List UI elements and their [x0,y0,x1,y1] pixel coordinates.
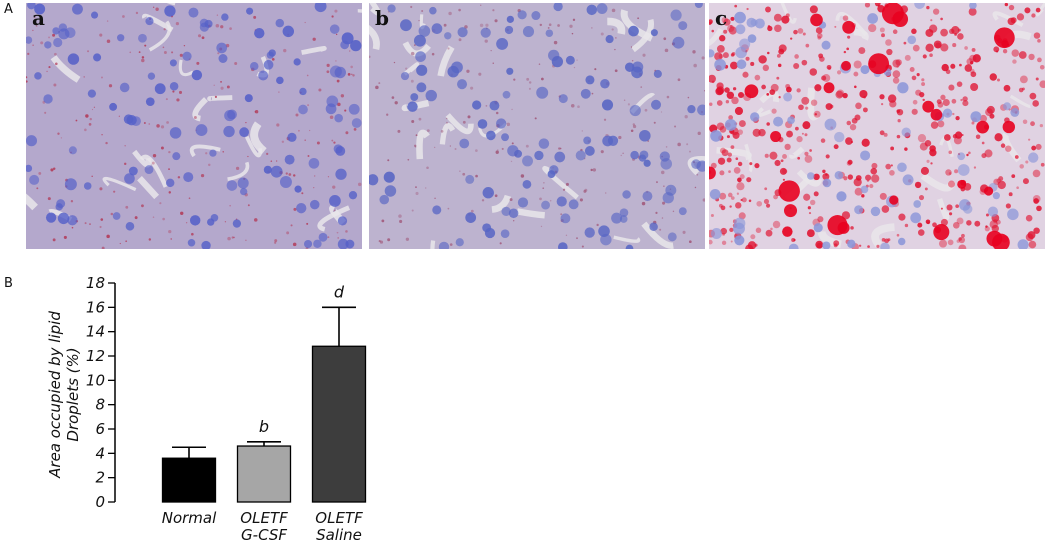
micrograph-normal-image [26,3,362,249]
category-label: OLETF [240,509,288,527]
micrograph-oletf-gcsf-image [369,3,705,249]
micrograph-oletf-saline-image [709,3,1045,249]
bar-chart: 0 2 4 6 8 10 12 14 16 18 Area occupied by lipid Dro… [46,274,367,542]
y-tick-label: 6 [95,420,105,438]
bar [236,445,292,503]
y-tick-label: 18 [86,274,105,292]
micrograph-oletf-gcsf: b [369,3,705,249]
y-tick-label: 16 [86,298,105,316]
significance-label: d [334,282,345,301]
y-axis-label-line2: Droplets (%) [64,347,82,441]
micrograph-label: b [375,6,389,30]
y-axis-label-line1: Area occupied by lipid [46,311,64,479]
y-tick-label: 2 [95,469,105,487]
y-tick-label: 12 [86,347,105,365]
micrograph-label: c [715,6,728,30]
y-tick-label: 0 [95,493,105,511]
panel-label-b: B [4,276,13,291]
micrograph-oletf-saline: c [709,3,1045,249]
y-tick-label: 8 [95,396,105,414]
y-tick-label: 4 [95,444,105,462]
category-label-line2: Saline [316,526,362,542]
category-label: OLETF [315,509,363,527]
category-label-line2: G-CSF [241,526,287,542]
micrograph-normal: a [26,3,362,249]
category-label: Normal [162,509,217,527]
y-tick-label: 10 [86,371,105,389]
significance-label: b [259,417,269,436]
micrograph-label: a [32,6,45,30]
bar [161,457,217,503]
panel-label-a: A [4,2,13,17]
y-tick-label: 14 [86,323,105,341]
bar [311,345,367,503]
